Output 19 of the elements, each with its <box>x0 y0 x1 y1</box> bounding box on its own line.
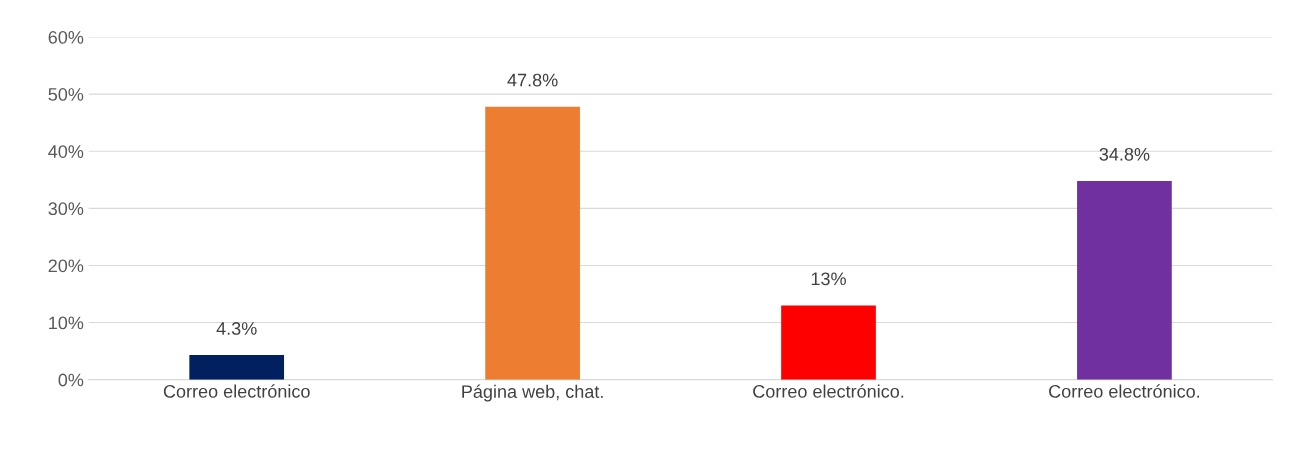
data-label: 4.3% <box>216 322 257 335</box>
y-tick-label: 20% <box>48 259 84 273</box>
bar <box>189 355 285 380</box>
x-tick-label: Correo electrónico. <box>753 384 904 398</box>
data-label: 47.8% <box>507 73 558 87</box>
y-tick-label: 50% <box>48 88 84 101</box>
y-tick-label: 10% <box>49 316 84 330</box>
x-tick-label: Página web, chat. <box>462 384 603 402</box>
x-tick-label: Correo electrónico. <box>1049 384 1200 398</box>
y-tick-label: 60% <box>48 30 84 44</box>
data-label: 13% <box>811 272 846 286</box>
bar <box>781 305 876 380</box>
data-label: 34.8% <box>1099 147 1150 161</box>
bar <box>1077 180 1172 380</box>
bar <box>485 106 580 380</box>
y-tick-label: 0% <box>58 373 84 387</box>
x-tick-label: Correo electrónico <box>163 384 310 398</box>
y-tick-label: 30% <box>48 202 84 216</box>
y-tick-label: 40% <box>48 145 84 158</box>
